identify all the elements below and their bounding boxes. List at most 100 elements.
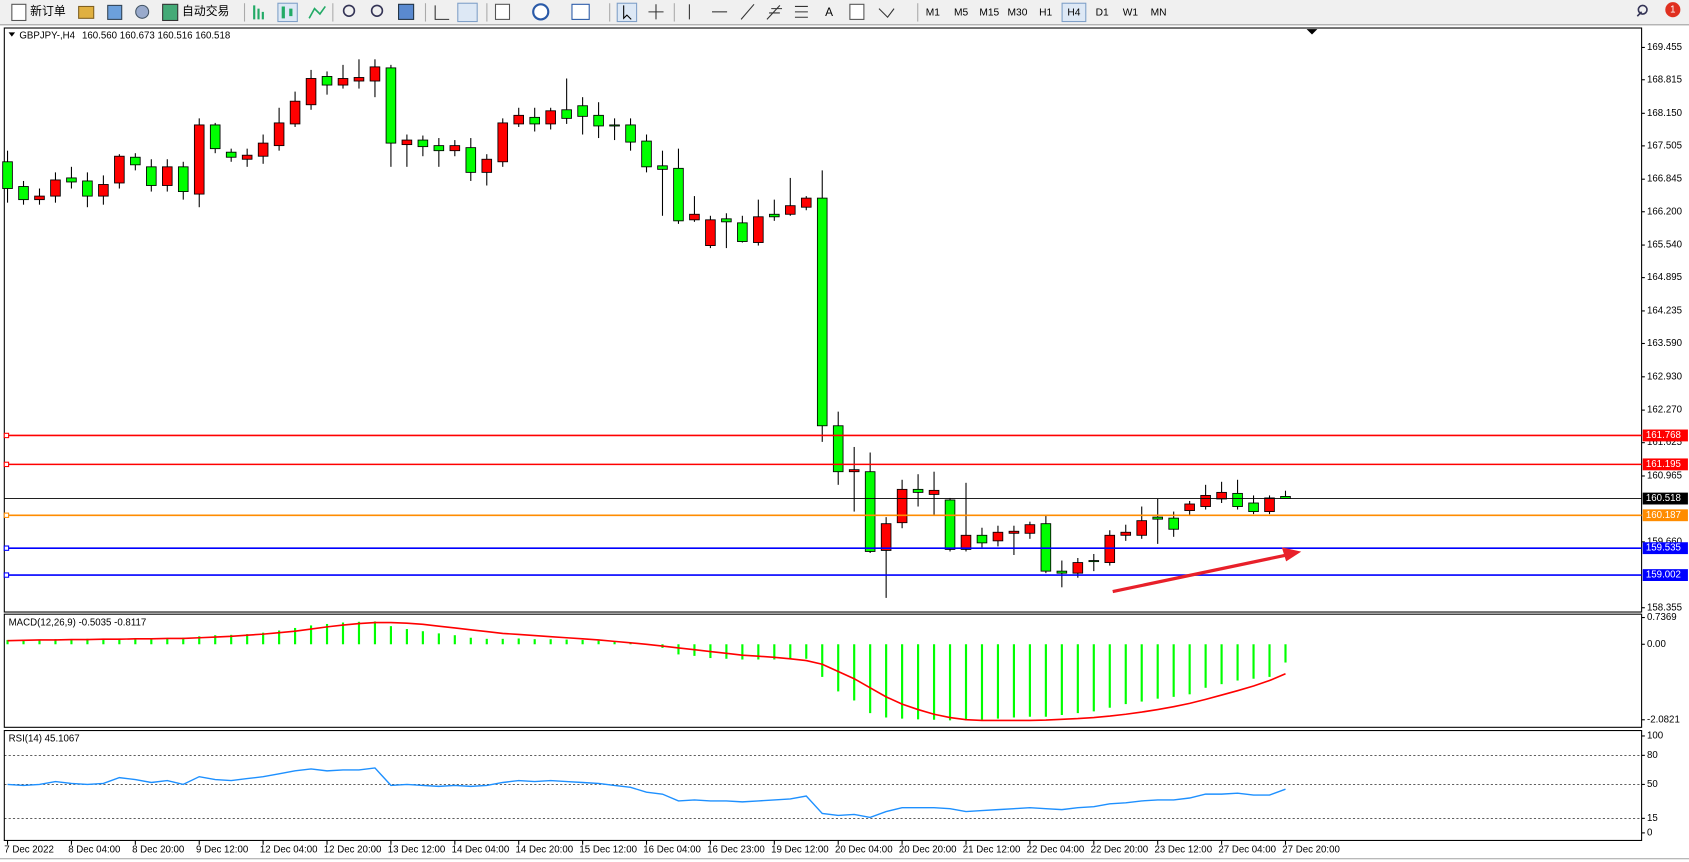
timeframe-button[interactable]: M15 (979, 8, 999, 19)
shift-button[interactable] (434, 5, 450, 20)
candle-body (18, 186, 29, 201)
candle-body (177, 166, 189, 192)
candle-body (130, 156, 141, 166)
tile-button[interactable] (398, 3, 415, 20)
candle-body (273, 122, 285, 147)
level-label: 161.195 (1646, 459, 1681, 470)
candle-body (497, 122, 509, 163)
templates-button[interactable] (571, 3, 590, 20)
candle-body (353, 77, 365, 82)
level-label-bg (1642, 542, 1688, 555)
periods-button[interactable] (532, 3, 550, 21)
timeframe-button[interactable]: H4 (1067, 8, 1080, 19)
timeframe-button[interactable]: D1 (1096, 8, 1109, 19)
x-tick-label: 12 Dec 20:00 (324, 845, 382, 856)
toolbar-icon[interactable] (135, 4, 150, 19)
rsi-y-tick-label: 0 (1647, 827, 1653, 838)
candle-body (545, 110, 556, 125)
notification-count: 1 (1670, 4, 1675, 15)
x-tick-label: 8 Dec 04:00 (68, 845, 121, 856)
candle-body (305, 78, 317, 106)
zoom-out-button[interactable] (370, 4, 384, 17)
macd-y-tick-label: 0.7369 (1647, 612, 1677, 623)
y-tick-label: 158.355 (1647, 602, 1682, 613)
line-chart-button[interactable] (308, 5, 326, 19)
timeframe-selected (1061, 2, 1087, 23)
candle-body (625, 124, 636, 143)
channel-button[interactable] (766, 5, 783, 20)
symbol: GBPJPY-,H4 (19, 30, 75, 41)
zoom-in-button[interactable] (342, 4, 356, 17)
candle-body (337, 78, 349, 86)
y-tick-label: 168.815 (1647, 74, 1682, 85)
new-order-icon[interactable] (11, 3, 27, 22)
candle-body (433, 145, 445, 152)
cursor-button[interactable] (616, 2, 638, 23)
rsi-panel (3, 730, 1643, 841)
candle-body (1184, 503, 1195, 511)
x-tick-label: 27 Dec 20:00 (1282, 845, 1340, 856)
auto-trading-button[interactable]: 自动交易 (182, 4, 229, 18)
timeframe-button[interactable]: M30 (1008, 8, 1028, 19)
candle-body (1136, 520, 1148, 536)
y-tick-label: 159.660 (1647, 536, 1683, 547)
candle-body (401, 139, 413, 146)
candle-body (1152, 516, 1163, 520)
candle-body (832, 425, 844, 473)
auto-trading-icon[interactable] (162, 3, 179, 22)
x-tick-label: 23 Dec 12:00 (1154, 845, 1212, 856)
rsi-y-tick-label: 15 (1647, 813, 1658, 824)
chart-marks: 169.455 168.815 168.150 167.505 166.845 166.2… (2, 42, 1688, 856)
candle-body (816, 197, 828, 427)
candle-body (896, 488, 908, 524)
fibo-button[interactable] (794, 5, 808, 18)
rsi-y-tick-label: 50 (1647, 779, 1658, 790)
chart-shift-marker (1306, 29, 1318, 35)
level-label-bg (1642, 492, 1688, 505)
candle-body (369, 66, 381, 82)
timeframe-button[interactable]: W1 (1123, 8, 1139, 19)
timeframe-button[interactable]: M1 (926, 8, 941, 19)
candle-body (66, 177, 77, 183)
x-tick-label: 16 Dec 04:00 (643, 845, 701, 856)
timeframe-button[interactable]: M5 (954, 8, 969, 19)
new-order-button[interactable]: 新订单 (30, 4, 66, 18)
arrows-button[interactable] (878, 8, 895, 19)
level-anchor (3, 461, 10, 468)
candle-body (1200, 494, 1211, 507)
indicators-button[interactable] (494, 3, 511, 20)
candle-body (800, 197, 812, 208)
chart-header: GBPJPY-,H4 160.560 160.673 160.516 160.5… (19, 30, 230, 41)
trendline-button[interactable] (740, 3, 755, 20)
candle-body (1072, 562, 1084, 574)
level-label: 161.768 (1646, 430, 1681, 441)
candle-body (737, 222, 748, 242)
candle-body (641, 140, 652, 168)
y-tick-label: 162.930 (1647, 371, 1683, 382)
timeframe-button[interactable]: MN (1151, 8, 1167, 19)
level-label-bg (1642, 429, 1688, 442)
rsi-y-tick-label: 100 (1647, 731, 1664, 742)
trend-arrow-head (1281, 547, 1302, 562)
bar-chart-button[interactable] (253, 5, 264, 20)
text-tool-button[interactable]: A (825, 5, 833, 19)
toolbar-icon[interactable] (78, 5, 95, 19)
candle-chart-button[interactable] (277, 2, 298, 23)
autoscroll-button[interactable] (457, 2, 478, 23)
level-label: 159.002 (1646, 570, 1681, 581)
candle-body (1168, 517, 1179, 530)
candle-body (1264, 497, 1275, 513)
x-tick-label: 21 Dec 12:00 (963, 845, 1021, 856)
search-button[interactable] (1636, 4, 1648, 17)
header-arrow (8, 32, 16, 37)
y-tick-label: 164.235 (1647, 305, 1682, 316)
crosshair-button[interactable] (648, 4, 664, 20)
candle-body (848, 469, 860, 473)
timeframe-button[interactable]: H1 (1039, 8, 1052, 19)
label-button[interactable] (849, 3, 865, 20)
toolbar-icon[interactable] (107, 4, 123, 20)
notification-badge[interactable] (1665, 2, 1681, 18)
candle-body (928, 489, 940, 495)
